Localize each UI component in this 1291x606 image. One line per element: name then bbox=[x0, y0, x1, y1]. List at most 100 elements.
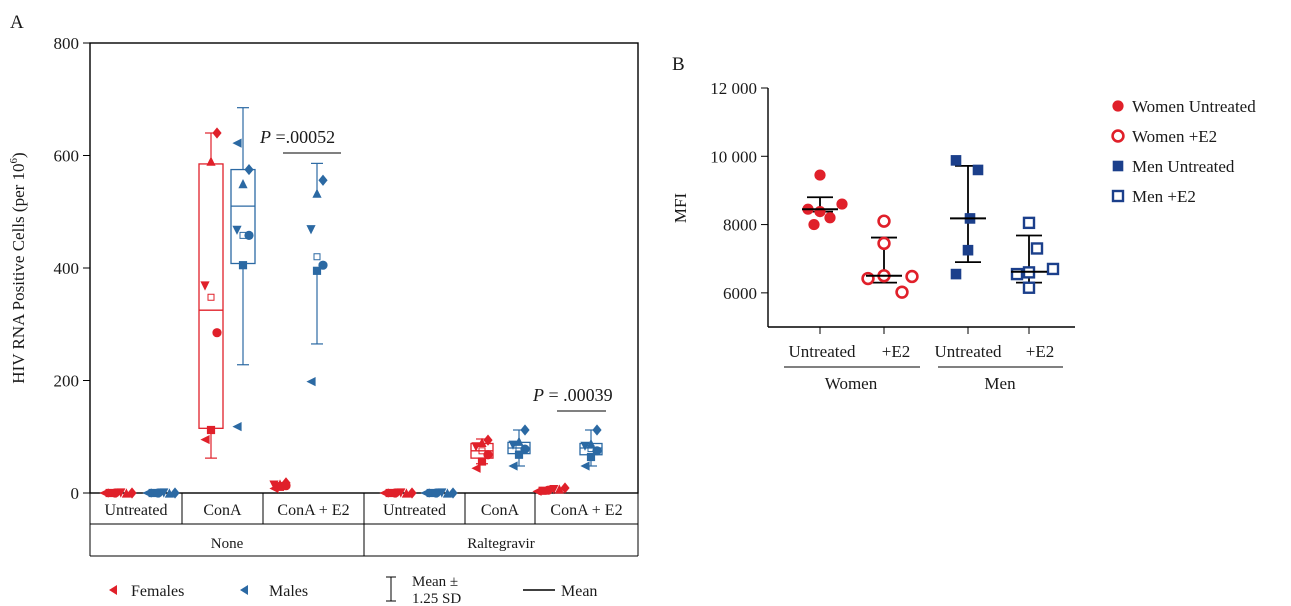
group-label: Women bbox=[825, 374, 878, 393]
data-point bbox=[269, 480, 279, 490]
category-label: ConA + E2 bbox=[550, 502, 622, 519]
p-value-annotation-2: P = .00039 bbox=[532, 385, 613, 412]
box-females-4 bbox=[470, 434, 494, 473]
data-point bbox=[477, 457, 487, 466]
data-point bbox=[950, 268, 962, 280]
box-females-2 bbox=[269, 477, 291, 494]
box-iqr bbox=[198, 163, 224, 429]
data-point bbox=[206, 156, 216, 166]
box-females-0 bbox=[99, 487, 137, 499]
legend-mean-label: Mean bbox=[561, 583, 597, 600]
box-females-5 bbox=[532, 482, 570, 496]
data-point bbox=[1022, 216, 1036, 230]
legend-label: Men +E2 bbox=[1132, 187, 1196, 206]
data-point bbox=[407, 487, 417, 499]
data-point bbox=[212, 127, 222, 139]
series-men-untreated bbox=[950, 155, 986, 280]
data-point bbox=[426, 488, 435, 498]
data-point bbox=[312, 188, 322, 198]
y-tick-label: 600 bbox=[54, 147, 80, 166]
group-label: None bbox=[211, 536, 244, 552]
data-point bbox=[520, 444, 530, 454]
data-point bbox=[244, 230, 254, 240]
p-label: P bbox=[259, 127, 271, 147]
x-tick-label: +E2 bbox=[882, 342, 910, 361]
svg-text:P = .00039: P = .00039 bbox=[532, 385, 613, 405]
category-label: ConA bbox=[481, 502, 520, 519]
x-tick-label: Untreated bbox=[934, 342, 1002, 361]
data-point bbox=[972, 164, 984, 176]
data-point bbox=[1030, 242, 1044, 255]
data-point bbox=[586, 438, 596, 449]
data-point bbox=[514, 450, 524, 459]
data-point bbox=[313, 253, 321, 261]
data-point bbox=[1111, 129, 1125, 143]
category-label: Untreated bbox=[104, 502, 167, 519]
data-point bbox=[212, 328, 222, 338]
data-point bbox=[538, 486, 547, 495]
data-point bbox=[116, 488, 126, 498]
data-point bbox=[232, 422, 242, 432]
category-label: ConA + E2 bbox=[277, 502, 349, 519]
group-label: Raltegravir bbox=[467, 536, 534, 552]
category-label: Untreated bbox=[383, 502, 446, 519]
data-point bbox=[905, 269, 919, 284]
y-tick-label: 200 bbox=[54, 372, 80, 391]
p-label: P bbox=[532, 385, 544, 405]
box-males-2 bbox=[306, 162, 328, 387]
data-point bbox=[232, 225, 242, 235]
data-point bbox=[471, 442, 481, 452]
data-point bbox=[1111, 189, 1125, 203]
box-males-5 bbox=[579, 424, 603, 471]
series-women-e2 bbox=[861, 214, 919, 299]
data-point bbox=[508, 461, 518, 471]
y-tick-label: 800 bbox=[54, 34, 80, 53]
data-point bbox=[1112, 160, 1124, 172]
legend-error-bar-symbol bbox=[386, 576, 396, 602]
panel-b-chart: B MFI 6000 8000 10 000 12 000 Untreated +E2 U… bbox=[671, 54, 1256, 393]
category-label: ConA bbox=[203, 502, 242, 519]
data-point bbox=[105, 488, 114, 498]
data-point bbox=[306, 377, 316, 387]
box-females-1 bbox=[198, 127, 224, 459]
data-point bbox=[592, 424, 602, 436]
data-point bbox=[877, 214, 891, 228]
data-point bbox=[148, 488, 157, 498]
svg-text:P =.00052: P =.00052 bbox=[259, 127, 335, 147]
box-males-4 bbox=[507, 424, 531, 471]
data-point bbox=[1112, 100, 1124, 112]
data-point bbox=[200, 434, 210, 445]
data-point bbox=[232, 138, 242, 148]
data-point bbox=[824, 212, 836, 224]
data-point bbox=[814, 205, 826, 218]
data-point bbox=[483, 434, 493, 446]
data-point bbox=[318, 260, 328, 270]
y-tick-label: 400 bbox=[54, 259, 80, 278]
panel-a-legend: Females Males Mean ± 1.25 SD Mean bbox=[109, 574, 597, 606]
data-point bbox=[1022, 281, 1036, 294]
data-point bbox=[483, 450, 493, 460]
p-value: =.00052 bbox=[271, 127, 335, 147]
y-tick-label: 12 000 bbox=[710, 79, 757, 98]
p-value: = .00039 bbox=[544, 385, 613, 405]
legend-label: Men Untreated bbox=[1132, 157, 1235, 176]
data-point bbox=[478, 447, 486, 455]
data-point bbox=[808, 218, 820, 231]
series-men-e2 bbox=[1010, 216, 1060, 294]
data-point bbox=[306, 225, 316, 235]
legend-females-label: Females bbox=[131, 583, 184, 600]
legend-error-bar-label-line1: Mean ± bbox=[412, 574, 458, 590]
data-point bbox=[312, 266, 322, 275]
data-point bbox=[543, 485, 553, 495]
legend-label: Women Untreated bbox=[1132, 97, 1256, 116]
data-point bbox=[281, 477, 291, 489]
data-point bbox=[170, 487, 180, 499]
box-females-3 bbox=[379, 487, 417, 499]
data-point bbox=[437, 488, 447, 498]
data-point bbox=[1046, 262, 1060, 276]
legend-error-bar-label-line2: 1.25 SD bbox=[412, 591, 461, 606]
panel-b-label: B bbox=[672, 54, 685, 75]
data-point bbox=[592, 446, 602, 456]
data-point bbox=[200, 281, 210, 291]
